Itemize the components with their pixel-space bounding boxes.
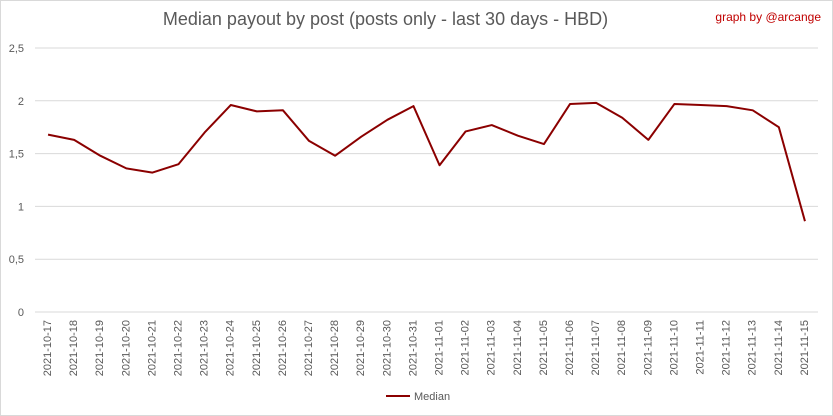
x-tick-label: 2021-11-15 xyxy=(799,320,811,375)
chart-title: Median payout by post (posts only - last… xyxy=(162,9,609,29)
x-tick-label: 2021-11-14 xyxy=(773,320,785,375)
x-tick-label: 2021-11-03 xyxy=(486,320,498,375)
credit-label: graph by @arcange xyxy=(715,10,821,24)
x-tick-label: 2021-11-10 xyxy=(668,320,680,375)
y-tick-label: 0 xyxy=(18,307,24,319)
y-tick-label: 2 xyxy=(18,96,24,108)
x-tick-label: 2021-10-29 xyxy=(355,320,367,376)
x-tick-label: 2021-10-31 xyxy=(407,320,419,376)
x-tick-label: 2021-11-05 xyxy=(538,320,550,375)
x-axis-ticks: 2021-10-17 2021-10-18 2021-10-19 2021-10-20… xyxy=(42,320,811,376)
x-tick-label: 2021-10-26 xyxy=(277,320,289,376)
series-median xyxy=(47,101,806,222)
y-tick-label: 1 xyxy=(18,201,24,213)
x-tick-label: 2021-10-19 xyxy=(94,320,106,376)
y-axis-ticks: 0 0,5 1 1,5 2 2,5 xyxy=(9,43,24,319)
x-tick-label: 2021-11-11 xyxy=(694,320,706,375)
x-tick-label: 2021-10-22 xyxy=(172,320,184,376)
gridlines xyxy=(35,47,818,313)
x-tick-label: 2021-11-04 xyxy=(512,320,524,375)
x-tick-label: 2021-11-06 xyxy=(564,320,576,375)
x-tick-label: 2021-10-20 xyxy=(120,320,132,376)
x-tick-label: 2021-11-13 xyxy=(747,320,759,375)
x-tick-label: 2021-10-21 xyxy=(146,320,158,376)
x-tick-label: 2021-11-01 xyxy=(433,320,445,375)
x-tick-label: 2021-10-18 xyxy=(68,320,80,376)
y-tick-label: 2,5 xyxy=(9,43,24,55)
x-tick-label: 2021-10-30 xyxy=(381,320,393,376)
y-tick-label: 0,5 xyxy=(9,254,24,266)
x-tick-label: 2021-10-17 xyxy=(42,320,54,376)
x-tick-label: 2021-10-27 xyxy=(303,320,315,376)
x-tick-label: 2021-10-28 xyxy=(329,320,341,376)
legend: Median xyxy=(386,391,450,403)
x-tick-label: 2021-11-02 xyxy=(460,320,472,375)
x-tick-label: 2021-10-23 xyxy=(199,320,211,376)
x-tick-label: 2021-11-08 xyxy=(616,320,628,375)
series-line xyxy=(47,101,806,222)
x-tick-label: 2021-11-12 xyxy=(721,320,733,375)
legend-label: Median xyxy=(414,391,450,403)
y-tick-label: 1,5 xyxy=(9,149,24,161)
x-tick-label: 2021-10-25 xyxy=(251,320,263,376)
x-tick-label: 2021-11-07 xyxy=(590,320,602,375)
x-tick-label: 2021-11-09 xyxy=(642,320,654,375)
x-tick-label: 2021-10-24 xyxy=(225,320,237,376)
